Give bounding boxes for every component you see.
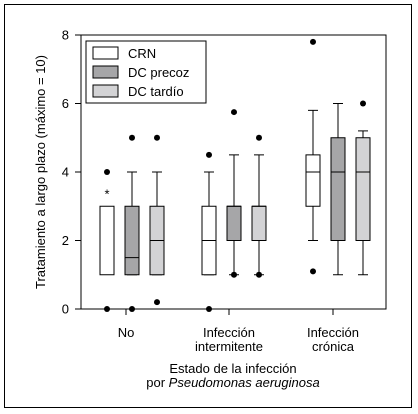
outlier-point	[256, 271, 262, 278]
outlier-point	[129, 134, 135, 141]
outlier-point	[310, 38, 316, 45]
x-tick-label: No	[118, 325, 135, 340]
outlier-point	[104, 169, 110, 175]
figure-frame	[4, 4, 412, 408]
legend-label: DC precoz	[128, 65, 189, 80]
outlier-point	[360, 100, 366, 107]
x-tick-label: intermitente	[195, 339, 263, 354]
x-tick-label: crónica	[312, 339, 355, 354]
y-tick-label: 6	[62, 96, 69, 111]
box	[305, 154, 321, 207]
legend-label: DC tardío	[128, 84, 184, 99]
legend-swatch	[92, 84, 119, 98]
outlier-point	[206, 151, 212, 158]
x-axis-title-species: Pseudomonas aeruginosa	[169, 375, 320, 390]
box	[124, 205, 140, 276]
x-axis-title-line2: por Pseudomonas aeruginosa	[146, 375, 319, 390]
outlier-point	[231, 109, 237, 116]
significance-marker: *	[104, 186, 109, 201]
x-tick-label: Infección	[307, 325, 359, 340]
outlier-point	[206, 306, 212, 312]
y-tick-label: 4	[62, 165, 69, 180]
outlier-point	[310, 268, 316, 275]
box	[226, 205, 242, 241]
y-tick-label: 8	[62, 28, 69, 43]
legend-swatch	[92, 46, 119, 60]
outlier-point	[154, 134, 160, 141]
y-axis-title: Tratamiento a largo plazo (máximo = 10)	[33, 55, 48, 289]
legend-label: CRN	[128, 46, 156, 61]
box	[330, 137, 346, 241]
outlier-point	[231, 271, 237, 278]
outlier-point	[129, 306, 135, 312]
y-tick-label: 0	[62, 302, 69, 317]
box	[251, 205, 267, 241]
box	[355, 137, 371, 241]
x-tick-label: Infección	[203, 325, 255, 340]
outlier-point	[256, 134, 262, 141]
outlier-point	[154, 299, 160, 306]
outlier-point	[104, 306, 110, 312]
box	[99, 205, 115, 276]
x-axis-title: Estado de la infección	[169, 361, 296, 376]
x-axis-title-prefix: por	[146, 375, 168, 390]
legend-swatch	[92, 65, 119, 79]
y-tick-label: 2	[62, 233, 69, 248]
